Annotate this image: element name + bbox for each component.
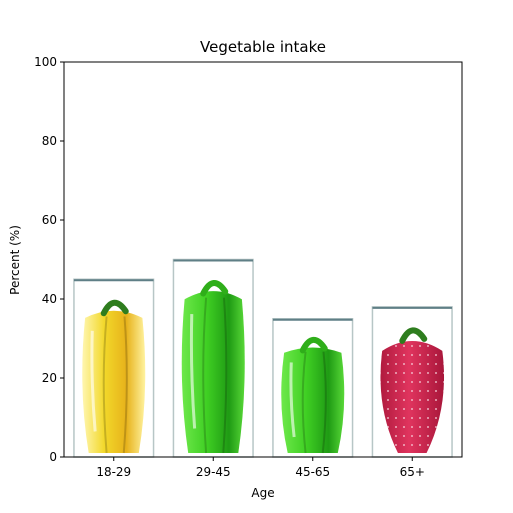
bar-29-45: [172, 258, 254, 458]
bar-45-65: [272, 318, 354, 458]
pepper-lobe-line: [321, 351, 327, 454]
y-tick-label-2: 40: [42, 292, 57, 306]
y-tick-label-5: 100: [34, 55, 57, 69]
stem-icon: [100, 299, 129, 317]
bar-65+: [371, 306, 453, 458]
stem-icon: [299, 336, 328, 354]
x-tick-label-1: 29-45: [196, 465, 231, 479]
chart-title: Vegetable intake: [200, 38, 326, 56]
bar-18-29: [73, 278, 155, 458]
x-axis: 18-29 29-45 45-65 65+: [96, 457, 425, 479]
y-tick-label-1: 20: [42, 371, 57, 385]
y-axis-label: Percent (%): [8, 225, 22, 295]
y-tick-label-4: 80: [42, 134, 57, 148]
green-pepper-icon: [181, 291, 245, 453]
x-tick-label-3: 65+: [400, 465, 425, 479]
pepper-highlight: [90, 330, 97, 432]
y-tick-label-3: 60: [42, 213, 57, 227]
pepper-lobe-line: [102, 316, 108, 454]
pepper-lobe-line: [122, 316, 128, 454]
y-axis: 0 20 40 60 80 100: [34, 55, 64, 464]
plot-frame: [63, 61, 463, 458]
x-tick-label-0: 18-29: [96, 465, 131, 479]
pepper-lobe-line: [222, 297, 228, 454]
x-axis-label: Age: [251, 486, 274, 500]
green-pepper-icon: [281, 347, 345, 453]
pepper-highlight: [289, 362, 296, 438]
y-tick-label-0: 0: [49, 450, 57, 464]
x-tick-label-2: 45-65: [295, 465, 330, 479]
strawberry-seeds-icon: [380, 340, 445, 453]
yellow-pepper-icon: [82, 310, 146, 453]
bars-group: [73, 258, 453, 458]
stem-icon: [200, 280, 229, 297]
stem-icon: [399, 327, 428, 344]
pepper-lobe-line: [202, 297, 208, 454]
pepper-lobe-line: [301, 351, 307, 454]
pepper-highlight: [189, 313, 197, 429]
